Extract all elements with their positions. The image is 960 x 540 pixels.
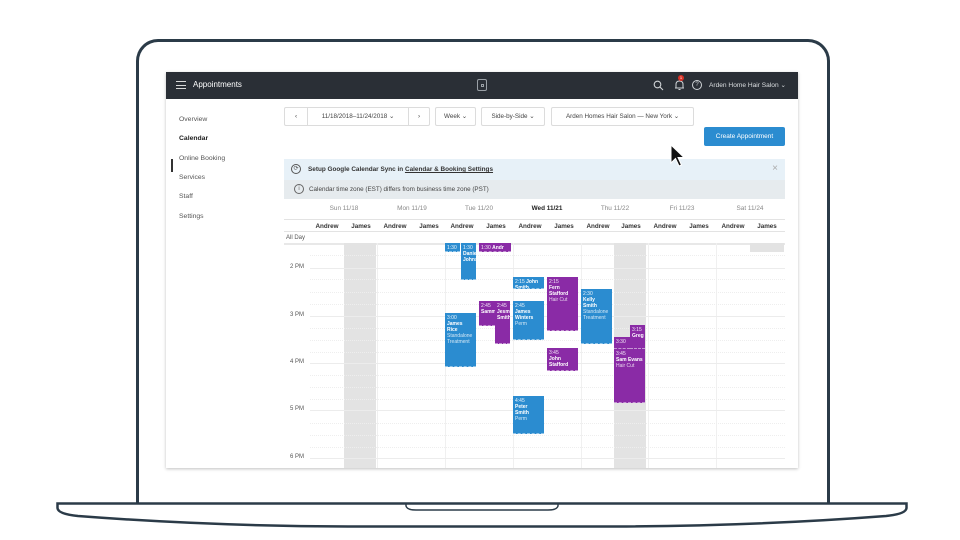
staff-header: Andrew [518, 223, 542, 230]
square-logo-icon[interactable] [477, 79, 487, 91]
hour-row: 6 PM [284, 454, 785, 460]
day-header-fri[interactable]: Fri 11/23 [669, 205, 695, 212]
app-title: Appointments [193, 80, 242, 89]
divider [284, 219, 785, 220]
hour-label: 6 PM [290, 454, 305, 460]
appointment[interactable]: 1:30 Andr [479, 243, 511, 252]
sidebar-item-online-booking[interactable]: Online Booking [179, 155, 226, 162]
close-icon[interactable]: × [772, 163, 778, 174]
layout-dropdown[interactable]: Side-by-Side ⌄ [481, 107, 545, 126]
appointment[interactable]: 2:15 Fern Stafford Hair Cut [547, 277, 578, 331]
unavailable-block [344, 243, 376, 468]
prev-week-button[interactable]: ‹ [294, 113, 298, 120]
staff-header: James [554, 223, 574, 230]
day-header-wed[interactable]: Wed 11/21 [531, 205, 563, 212]
staff-header: Andrew [315, 223, 339, 230]
sync-text: Setup Google Calendar Sync in [308, 166, 405, 173]
hour-label: 3 PM [290, 312, 305, 318]
divider [284, 243, 785, 245]
staff-header: James [757, 223, 777, 230]
location-dropdown[interactable]: Arden Homes Hair Salon — New York ⌄ [551, 107, 694, 126]
sidebar-item-calendar[interactable]: Calendar [179, 135, 209, 142]
staff-header: James [689, 223, 709, 230]
staff-header: Andrew [721, 223, 745, 230]
hamburger-icon[interactable] [176, 81, 186, 89]
view-dropdown[interactable]: Week ⌄ [435, 107, 476, 126]
create-appointment-button[interactable]: Create Appointment [704, 127, 785, 146]
sidebar-item-overview[interactable]: Overview [179, 116, 208, 123]
sync-icon: ⟳ [291, 164, 301, 174]
appointment[interactable]: 3:30 [614, 337, 630, 349]
sidebar-item-staff[interactable]: Staff [179, 193, 193, 200]
timezone-text: Calendar time zone (EST) differs from bu… [309, 186, 489, 193]
staff-header: Andrew [383, 223, 407, 230]
all-day-label: All Day [286, 235, 306, 241]
day-header-thu[interactable]: Thu 11/22 [600, 205, 630, 212]
appointment[interactable]: 2:30 Kelly Smith Standalone Treatment [581, 289, 612, 344]
appointment[interactable]: 2:45 Sammy [479, 301, 495, 326]
appointment[interactable]: 4:45 Peter Smith Perm [513, 396, 544, 434]
appointment[interactable]: 3:15 Greg [630, 325, 645, 349]
date-range-picker: ‹ 11/18/2018–11/24/2018 ⌄ › [284, 107, 430, 126]
notification-badge: 1 [678, 75, 684, 81]
day-header-tue[interactable]: Tue 11/20 [464, 205, 494, 212]
day-header-sat[interactable]: Sat 11/24 [736, 205, 764, 212]
top-bar: Appointments 1 ? Arden Home Hair Salon ⌄ [166, 72, 798, 99]
hour-row: 2 PM [284, 264, 785, 270]
appointment[interactable]: 1:30 Daniel Johnston [461, 243, 476, 280]
hour-row: 5 PM [284, 406, 785, 412]
appointment[interactable]: 2:45 Jesme Smith [495, 301, 510, 344]
calendar-settings-link[interactable]: Calendar & Booking Settings [404, 166, 494, 173]
staff-header: Andrew [653, 223, 677, 230]
help-icon[interactable]: ? [692, 80, 702, 90]
unavailable-block [750, 243, 784, 252]
account-menu[interactable]: Arden Home Hair Salon ⌄ [709, 82, 786, 89]
day-header-mon[interactable]: Mon 11/19 [397, 205, 427, 212]
active-indicator [171, 159, 173, 172]
week-calendar: Sun 11/18 Mon 11/19 Tue 11/20 Wed 11/21 … [284, 199, 785, 468]
date-range-dropdown[interactable]: 11/18/2018–11/24/2018 ⌄ [321, 113, 395, 120]
app-screen: Appointments 1 ? Arden Home Hair Salon ⌄… [166, 72, 798, 468]
staff-header: James [419, 223, 439, 230]
next-week-button[interactable]: › [417, 113, 421, 120]
sidebar: Overview Calendar Online Booking Service… [166, 99, 276, 468]
staff-header: Andrew [450, 223, 474, 230]
hour-label: 4 PM [290, 359, 305, 365]
staff-header: James [486, 223, 506, 230]
hour-row: 4 PM [284, 359, 785, 365]
appointment[interactable]: 3:45 John Stafford [547, 348, 578, 371]
sidebar-item-services[interactable]: Services [179, 174, 206, 181]
info-icon: i [294, 184, 304, 194]
google-sync-banner: ⟳ Setup Google Calendar Sync in Calendar… [284, 159, 785, 180]
bell-icon[interactable] [674, 79, 685, 91]
staff-header: Andrew [586, 223, 610, 230]
timezone-banner: i Calendar time zone (EST) differs from … [284, 180, 785, 199]
account-name: Arden Home Hair Salon [709, 82, 779, 89]
day-header-sun[interactable]: Sun 11/18 [329, 205, 359, 212]
mouse-cursor-icon [670, 144, 686, 167]
sidebar-item-settings[interactable]: Settings [179, 213, 204, 220]
appointment[interactable]: 3:45 Sam Evans Hair Cut [614, 349, 645, 403]
time-grid[interactable]: 2 PM 3 PM 4 PM 5 PM 6 PM 1:30 1:30 Danie… [284, 243, 785, 468]
laptop-base [56, 502, 908, 528]
divider [284, 231, 785, 232]
staff-header: James [351, 223, 371, 230]
appointment[interactable]: 2:15 John Smith [513, 277, 544, 289]
hour-label: 5 PM [290, 406, 305, 412]
appointment[interactable]: 3:00 James Rice Standalone Treatment [445, 313, 476, 367]
hour-label: 2 PM [290, 264, 305, 270]
search-icon[interactable] [653, 80, 664, 91]
appointment[interactable]: 1:30 [445, 243, 460, 252]
staff-header: James [621, 223, 641, 230]
appointment[interactable]: 2:45 James Winters Perm [513, 301, 544, 340]
